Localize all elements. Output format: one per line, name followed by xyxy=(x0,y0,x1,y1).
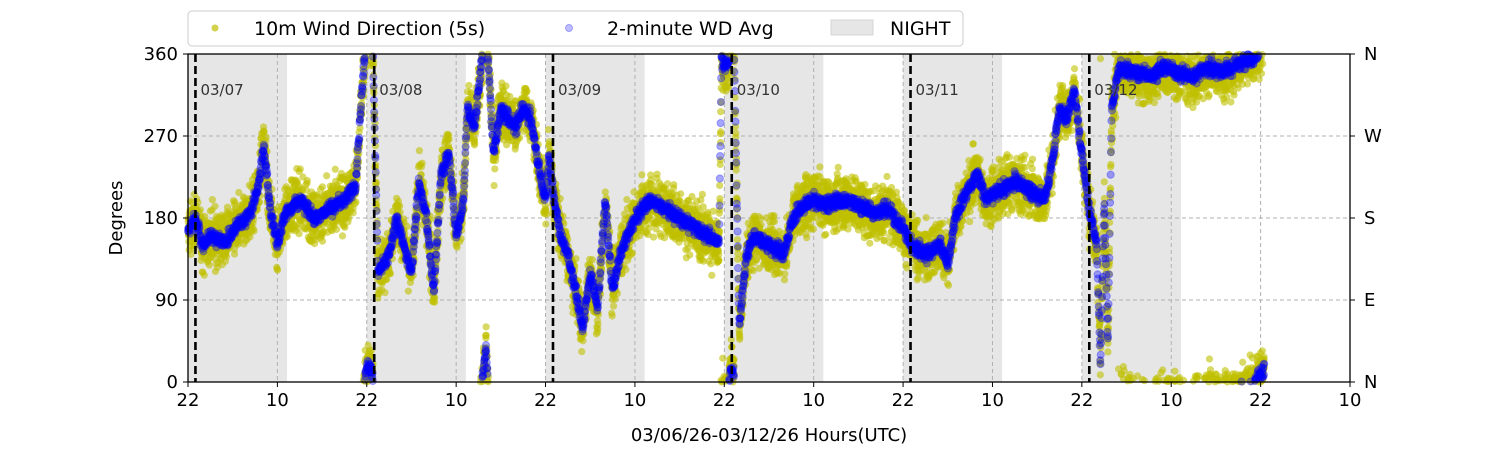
data-point-5s xyxy=(757,221,764,228)
data-point-5s xyxy=(578,348,585,355)
data-point-5s xyxy=(717,128,724,135)
data-point-5s xyxy=(416,147,423,154)
data-point-5s xyxy=(263,134,270,141)
data-point-5s xyxy=(297,165,304,172)
data-point-5s xyxy=(201,272,208,279)
data-point-5s xyxy=(491,182,498,189)
data-point-5s xyxy=(629,249,636,256)
data-point-5s xyxy=(502,82,509,89)
data-point-5s xyxy=(710,208,717,215)
data-point-5s xyxy=(332,166,339,173)
data-point-5s xyxy=(609,312,616,319)
data-point-5s xyxy=(445,135,452,142)
data-point-5s xyxy=(405,288,412,295)
data-point-5s xyxy=(650,234,657,241)
data-point-5s xyxy=(638,171,645,178)
data-point-5s xyxy=(319,183,326,190)
data-point-5s xyxy=(545,126,552,133)
data-point-5s xyxy=(734,250,741,257)
data-point-5s xyxy=(732,130,739,137)
data-point-5s xyxy=(572,255,579,262)
data-point-5s xyxy=(206,262,213,269)
data-point-5s xyxy=(339,232,346,239)
data-point-5s xyxy=(523,88,530,95)
data-point-5s xyxy=(431,299,438,306)
data-point-5s xyxy=(707,260,714,267)
data-point-5s xyxy=(622,266,629,273)
data-point-5s xyxy=(816,163,823,170)
data-point-5s xyxy=(543,211,550,218)
data-point-5s xyxy=(209,196,216,203)
data-point-5s xyxy=(715,257,722,264)
data-point-5s xyxy=(491,165,498,172)
data-point-5s xyxy=(483,323,490,330)
data-point-5s xyxy=(211,203,218,210)
data-point-5s xyxy=(250,227,257,234)
data-point-5s xyxy=(715,251,722,258)
data-point-5s xyxy=(295,230,302,237)
data-point-5s xyxy=(664,180,671,187)
data-point-5s xyxy=(471,140,478,147)
data-point-5s xyxy=(483,332,490,339)
data-point-5s xyxy=(231,250,238,257)
data-point-5s xyxy=(677,190,684,197)
data-point-5s xyxy=(810,225,817,232)
data-point-5s xyxy=(781,270,788,277)
data-point-5s xyxy=(333,226,340,233)
data-point-5s xyxy=(542,220,549,227)
data-point-5s xyxy=(465,82,472,89)
data-point-5s xyxy=(319,238,326,245)
data-point-5s xyxy=(719,355,726,362)
data-point-5s xyxy=(304,177,311,184)
data-point-5s xyxy=(822,231,829,238)
data-point-5s xyxy=(381,289,388,296)
data-point-5s xyxy=(350,209,357,216)
data-point-5s xyxy=(594,321,601,328)
data-point-5s xyxy=(717,108,724,115)
data-point-5s xyxy=(699,191,706,198)
data-point-5s xyxy=(387,270,394,277)
data-point-5s xyxy=(589,256,596,263)
data-point-5s xyxy=(716,182,723,189)
data-point-5s xyxy=(686,251,693,258)
data-point-5s xyxy=(323,172,330,179)
data-point-5s xyxy=(623,196,630,203)
data-point-5s xyxy=(223,253,230,260)
data-point-5s xyxy=(579,337,586,344)
data-point-5s xyxy=(274,267,281,274)
data-point-5s xyxy=(736,336,743,343)
data-point-5s xyxy=(670,181,677,188)
data-point-5s xyxy=(419,160,426,167)
data-point-5s xyxy=(396,202,403,209)
data-point-5s xyxy=(803,234,810,241)
data-point-5s xyxy=(771,218,778,225)
data-point-5s xyxy=(610,302,617,309)
data-point-5s xyxy=(653,171,660,178)
data-point-5s xyxy=(708,272,715,279)
